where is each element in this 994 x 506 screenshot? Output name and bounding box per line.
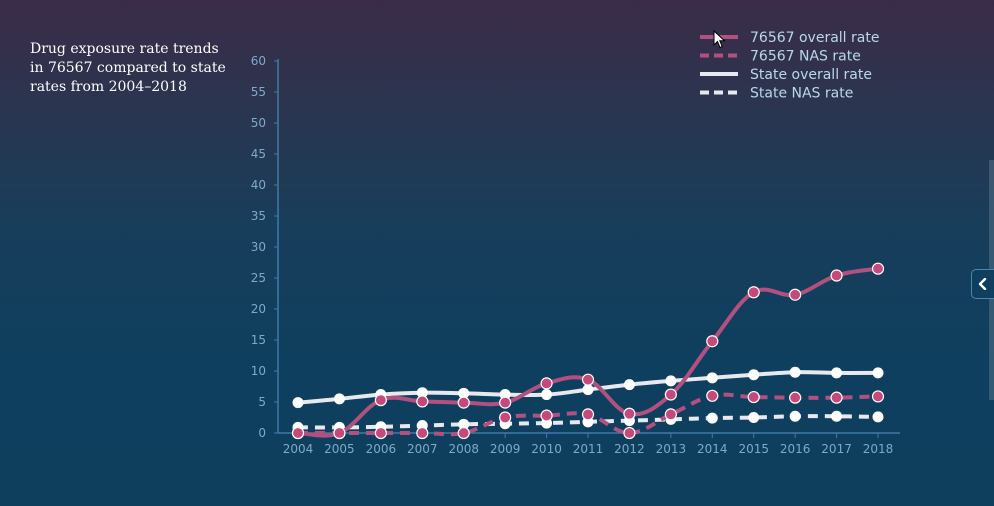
x-tick-label: 2009 — [490, 442, 521, 456]
series-76567-overall-rate — [291, 262, 885, 440]
data-point[interactable] — [581, 373, 595, 386]
data-point[interactable] — [706, 372, 718, 384]
data-point[interactable] — [706, 412, 718, 424]
y-tick-label: 55 — [251, 85, 266, 99]
data-point[interactable] — [747, 286, 760, 299]
data-point[interactable] — [582, 384, 594, 396]
data-point[interactable] — [291, 426, 305, 440]
x-tick-label: 2012 — [614, 442, 645, 456]
legend-label: State overall rate — [750, 67, 872, 83]
data-point[interactable] — [831, 367, 843, 379]
data-point[interactable] — [581, 408, 595, 421]
x-tick-label: 2005 — [324, 442, 355, 456]
legend-item[interactable]: State NAS rate — [700, 86, 853, 102]
x-tick-label: 2006 — [366, 442, 397, 456]
y-tick-label: 40 — [251, 178, 266, 192]
chart-title: Drug exposure rate trends in 76567 compa… — [30, 41, 226, 95]
data-point[interactable] — [458, 418, 470, 430]
y-tick-label: 20 — [251, 302, 266, 316]
collapse-panel-button[interactable] — [971, 269, 994, 299]
data-point[interactable] — [416, 387, 428, 399]
y-tick-label: 15 — [251, 333, 266, 347]
y-tick-label: 60 — [251, 54, 266, 68]
y-tick-label: 30 — [251, 240, 266, 254]
y-tick-label: 10 — [251, 364, 266, 378]
data-point[interactable] — [831, 410, 843, 422]
data-point[interactable] — [747, 390, 760, 404]
data-point[interactable] — [830, 391, 843, 404]
y-tick-label: 50 — [251, 116, 266, 130]
mouse-pointer-icon — [713, 30, 726, 49]
data-point[interactable] — [540, 377, 553, 390]
data-point[interactable] — [789, 366, 801, 378]
data-point[interactable] — [499, 411, 512, 424]
x-tick-label: 2010 — [531, 442, 562, 456]
y-tick-label: 0 — [258, 426, 266, 440]
data-point[interactable] — [292, 397, 304, 409]
legend-label: State NAS rate — [750, 86, 853, 102]
x-tick-label: 2014 — [697, 442, 728, 456]
data-point[interactable] — [541, 389, 553, 401]
x-tick-label: 2017 — [821, 442, 852, 456]
data-point[interactable] — [706, 389, 719, 402]
data-point[interactable] — [623, 379, 635, 391]
data-point[interactable] — [457, 396, 470, 409]
x-tick-label: 2007 — [407, 442, 438, 456]
data-point[interactable] — [830, 269, 843, 282]
data-point[interactable] — [416, 395, 429, 408]
data-point[interactable] — [664, 388, 677, 401]
data-point[interactable] — [665, 375, 677, 387]
y-tick-label: 25 — [251, 271, 266, 285]
data-point[interactable] — [748, 369, 760, 381]
chart-series — [291, 262, 885, 440]
chart-legend: 76567 overall rate 76567 NAS rate State ov… — [700, 30, 879, 102]
data-point[interactable] — [457, 426, 470, 440]
data-point[interactable] — [623, 407, 636, 420]
data-point[interactable] — [789, 410, 801, 422]
data-point[interactable] — [333, 426, 346, 440]
data-point[interactable] — [416, 426, 429, 440]
x-tick-label: 2015 — [738, 442, 769, 456]
data-point[interactable] — [871, 262, 885, 275]
x-tick-label: 2004 — [283, 442, 314, 456]
data-point[interactable] — [789, 391, 802, 404]
data-point[interactable] — [374, 426, 387, 440]
x-tick-label: 2008 — [448, 442, 479, 456]
data-point[interactable] — [664, 408, 677, 421]
data-point[interactable] — [458, 387, 470, 399]
x-tick-label: 2013 — [656, 442, 687, 456]
legend-item[interactable]: State overall rate — [700, 67, 872, 83]
legend-item[interactable]: 76567 NAS rate — [700, 49, 861, 65]
chart-axes: 0 5 10 15 20 25 30 35 40 45 50 55 60 2004 2005 2006 2007… — [251, 54, 900, 456]
y-tick-label: 45 — [251, 147, 266, 161]
data-point[interactable] — [540, 409, 553, 422]
y-tick-label: 5 — [258, 395, 266, 409]
x-tick-label: 2016 — [780, 442, 811, 456]
legend-label: 76567 overall rate — [750, 30, 879, 46]
x-tick-label: 2018 — [863, 442, 894, 456]
legend-label: 76567 NAS rate — [750, 49, 861, 65]
data-point[interactable] — [333, 393, 345, 405]
data-point[interactable] — [706, 335, 719, 348]
data-point[interactable] — [623, 426, 636, 440]
data-point[interactable] — [789, 288, 802, 301]
data-point[interactable] — [872, 411, 884, 423]
data-point[interactable] — [872, 367, 884, 379]
data-point[interactable] — [871, 390, 885, 403]
data-point[interactable] — [748, 412, 760, 423]
data-point[interactable] — [374, 394, 387, 407]
x-tick-label: 2011 — [573, 442, 604, 456]
chevron-left-icon — [978, 278, 987, 290]
y-tick-label: 35 — [251, 209, 266, 223]
data-point[interactable] — [499, 396, 512, 409]
